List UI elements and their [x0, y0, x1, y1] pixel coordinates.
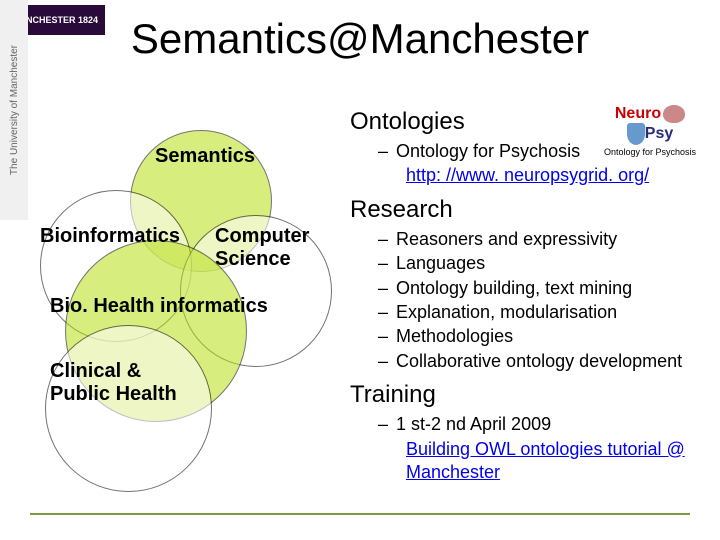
bullet-item: –1 st-2 nd April 2009 — [378, 413, 710, 436]
link-text[interactable]: http: //www. neuropsygrid. org/ — [406, 164, 649, 187]
link-text[interactable]: Building OWL ontologies tutorial @ Manch… — [406, 438, 710, 485]
footer-rule — [30, 513, 690, 515]
bullet-text: Reasoners and expressivity — [396, 228, 617, 251]
bullet-text: Languages — [396, 252, 485, 275]
bullet-text: Ontology building, text mining — [396, 277, 632, 300]
venn-label: Semantics — [155, 145, 255, 168]
content-column: Ontologies–Ontology for Psychosishttp: /… — [350, 100, 710, 485]
bullet-item: –Languages — [378, 252, 710, 275]
venn-label: Bioinformatics — [40, 225, 180, 248]
strip-text: The University of Manchester — [9, 45, 20, 175]
university-strip: The University of Manchester — [0, 0, 28, 220]
venn-label: Computer — [215, 225, 309, 248]
bullet-item: –Explanation, modularisation — [378, 301, 710, 324]
venn-label: Bio. Health informatics — [50, 295, 268, 318]
bullet-dash: – — [378, 140, 396, 163]
bullet-dash: – — [378, 413, 396, 436]
bullet-dash: – — [378, 252, 396, 275]
venn-label: Public Health — [50, 383, 177, 406]
bullet-sublink[interactable]: http: //www. neuropsygrid. org/ — [406, 164, 710, 187]
bullet-dash: – — [378, 325, 396, 348]
bullet-text: Explanation, modularisation — [396, 301, 617, 324]
bullet-item: –Ontology for Psychosis — [378, 140, 710, 163]
venn-label: Science — [215, 248, 291, 271]
section-title: Ontologies — [350, 108, 710, 136]
bullet-item: –Ontology building, text mining — [378, 277, 710, 300]
bullet-text: Collaborative ontology development — [396, 350, 682, 373]
section-title: Research — [350, 196, 710, 224]
venn-circle — [45, 325, 212, 492]
venn-diagram: Semantics Bioinformatics ComputerScience Bi… — [35, 130, 345, 470]
venn-label: Clinical & — [50, 360, 141, 383]
bullet-text: Ontology for Psychosis — [396, 140, 580, 163]
bullet-item: –Reasoners and expressivity — [378, 228, 710, 251]
slide-title: Semantics@Manchester — [131, 15, 589, 63]
bullet-dash: – — [378, 350, 396, 373]
bullet-item: –Collaborative ontology development — [378, 350, 710, 373]
bullet-text: Methodologies — [396, 325, 513, 348]
bullet-text: 1 st-2 nd April 2009 — [396, 413, 551, 436]
section-title: Training — [350, 381, 710, 409]
bullet-dash: – — [378, 277, 396, 300]
bullet-dash: – — [378, 301, 396, 324]
bullet-item: –Methodologies — [378, 325, 710, 348]
bullet-dash: – — [378, 228, 396, 251]
bullet-sublink[interactable]: Building OWL ontologies tutorial @ Manch… — [406, 438, 710, 485]
